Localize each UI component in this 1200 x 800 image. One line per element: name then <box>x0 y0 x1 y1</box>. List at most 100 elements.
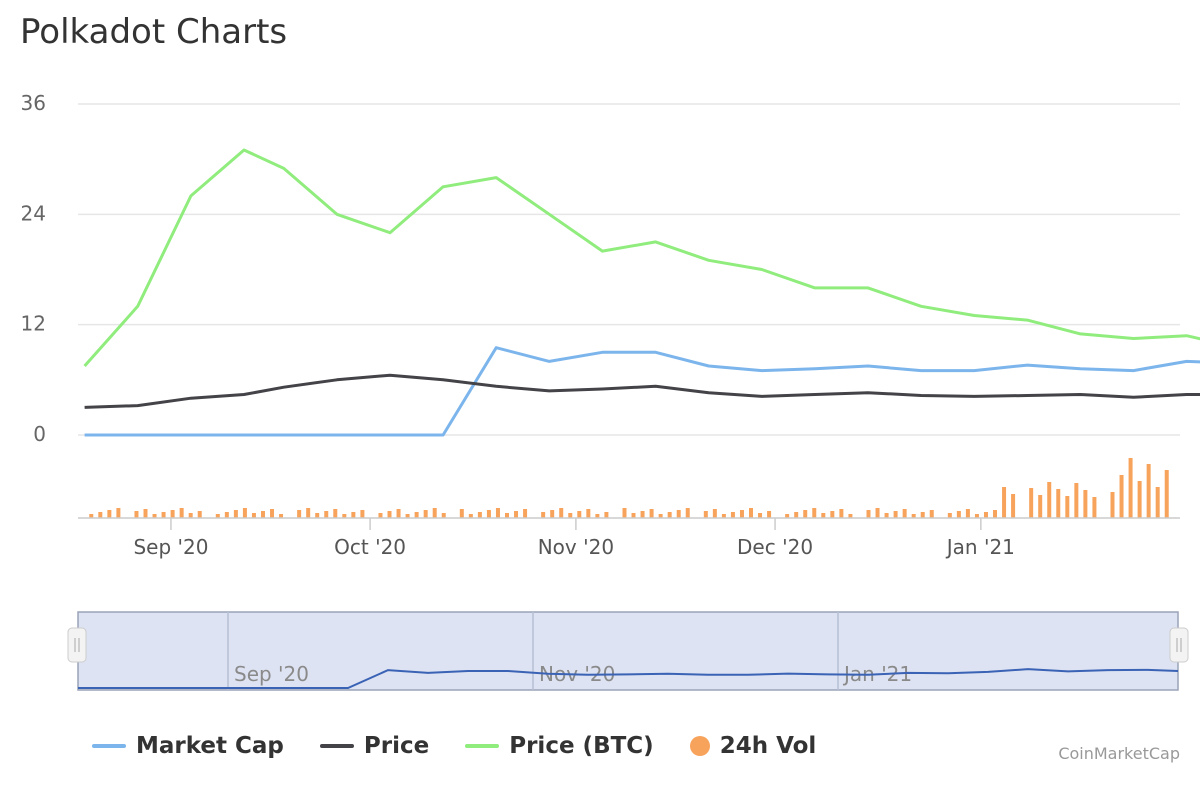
volume-bar <box>486 510 491 518</box>
price-line <box>84 373 1200 409</box>
navigator-tick-label: Sep '20 <box>234 662 309 686</box>
x-axis: Sep '20 Oct '20 Nov '20 Dec '20 Jan '21 <box>133 518 1015 559</box>
volume-bar <box>179 508 184 518</box>
volume-bar <box>676 510 681 518</box>
volume-bar <box>333 509 338 518</box>
volume-bar <box>685 508 690 518</box>
volume-bar <box>396 509 401 518</box>
volume-bar <box>143 509 148 518</box>
grid-lines <box>78 103 1180 436</box>
volume-bar <box>405 514 410 518</box>
volume-bar <box>414 512 419 518</box>
volume-bar <box>568 513 573 518</box>
volume-bar <box>1092 497 1097 518</box>
volume-bar <box>161 512 166 518</box>
navigator-right-handle[interactable] <box>1169 627 1189 663</box>
volume-bar <box>98 512 103 518</box>
volume-bar <box>1119 475 1124 518</box>
volume-bar <box>541 512 546 518</box>
volume-bar <box>739 510 744 518</box>
x-tick-label: Jan '21 <box>945 535 1015 559</box>
y-tick-label: 36 <box>21 91 46 115</box>
volume-bar <box>640 511 645 518</box>
volume-bar <box>297 510 302 518</box>
page-title: Polkadot Charts <box>20 12 288 52</box>
volume-bar <box>839 509 844 518</box>
volume-bar <box>920 512 925 518</box>
volume-bar <box>649 509 654 518</box>
legend-label: 24h Vol <box>719 733 817 759</box>
volume-bar <box>260 511 265 518</box>
volume-bar <box>604 512 609 518</box>
volume-bar <box>459 509 464 518</box>
legend-item-24h-vol[interactable]: 24h Vol <box>689 733 817 759</box>
legend-item-price-btc[interactable]: Price (BTC) <box>465 733 654 759</box>
volume-bar <box>1038 495 1043 518</box>
volume-bar <box>1083 490 1088 518</box>
volume-bar <box>1074 483 1079 518</box>
volume-bar <box>1146 464 1151 518</box>
y-tick-label: 24 <box>21 201 46 225</box>
volume-bar <box>1011 494 1016 518</box>
volume-bar <box>315 513 320 518</box>
navigator-left-handle[interactable] <box>67 627 87 663</box>
price-btc-line <box>83 148 1200 367</box>
volume-bar <box>116 508 121 518</box>
volume-bar <box>730 512 735 518</box>
volume-bar <box>1110 492 1115 518</box>
volume-bar <box>586 509 591 518</box>
volume-bar <box>1065 496 1070 518</box>
y-tick-label: 12 <box>21 312 46 336</box>
volume-bar <box>378 513 383 518</box>
series-lines <box>83 148 1200 437</box>
legend: Market Cap Price Price (BTC) 24h Vol <box>92 733 816 759</box>
legend-item-market-cap[interactable]: Market Cap <box>92 733 284 759</box>
navigator-series <box>78 668 1179 689</box>
volume-bar <box>550 510 555 518</box>
volume-bar <box>279 514 284 518</box>
volume-bar <box>1056 489 1061 518</box>
volume-bar <box>749 508 754 518</box>
volume-bar <box>595 514 600 518</box>
volume-bar <box>884 513 889 518</box>
volume-bar <box>1029 488 1034 518</box>
volume-bar <box>667 512 672 518</box>
volume-bar <box>703 511 708 518</box>
legend-dot-icon <box>689 736 710 756</box>
volume-bar <box>342 514 347 518</box>
volume-bar <box>523 509 528 518</box>
volume-bar <box>758 513 763 518</box>
volume-bar <box>1137 481 1142 518</box>
legend-line-icon <box>465 744 500 748</box>
volume-bar <box>188 513 193 518</box>
legend-item-price[interactable]: Price <box>319 733 430 759</box>
volume-bar <box>875 508 880 518</box>
volume-bar <box>993 510 998 518</box>
volume-bar <box>468 514 473 518</box>
volume-bar <box>514 511 519 518</box>
volume-bar <box>224 512 229 518</box>
x-tick-label: Nov '20 <box>538 535 614 559</box>
volume-bar <box>432 508 437 518</box>
volume-bar <box>1128 458 1133 518</box>
legend-label: Price <box>363 733 430 759</box>
volume-bar <box>504 513 509 518</box>
credit-link[interactable]: CoinMarketCap <box>1058 744 1180 763</box>
y-tick-label: 0 <box>33 422 46 446</box>
volume-bars <box>89 458 1169 518</box>
volume-bar <box>803 510 808 518</box>
volume-bar <box>306 508 311 518</box>
x-tick-label: Oct '20 <box>334 535 406 559</box>
volume-bar <box>89 514 94 518</box>
legend-label: Price (BTC) <box>509 733 654 759</box>
navigator[interactable]: Sep '20 Nov '20 Jan '21 <box>67 611 1189 691</box>
volume-bar <box>351 512 356 518</box>
navigator-window[interactable] <box>77 611 1179 691</box>
volume-bar <box>270 509 275 518</box>
volume-bar <box>821 513 826 518</box>
volume-bar <box>622 508 627 518</box>
market-cap-line <box>84 346 1200 437</box>
volume-bar <box>324 511 329 518</box>
volume-bar <box>812 508 817 518</box>
